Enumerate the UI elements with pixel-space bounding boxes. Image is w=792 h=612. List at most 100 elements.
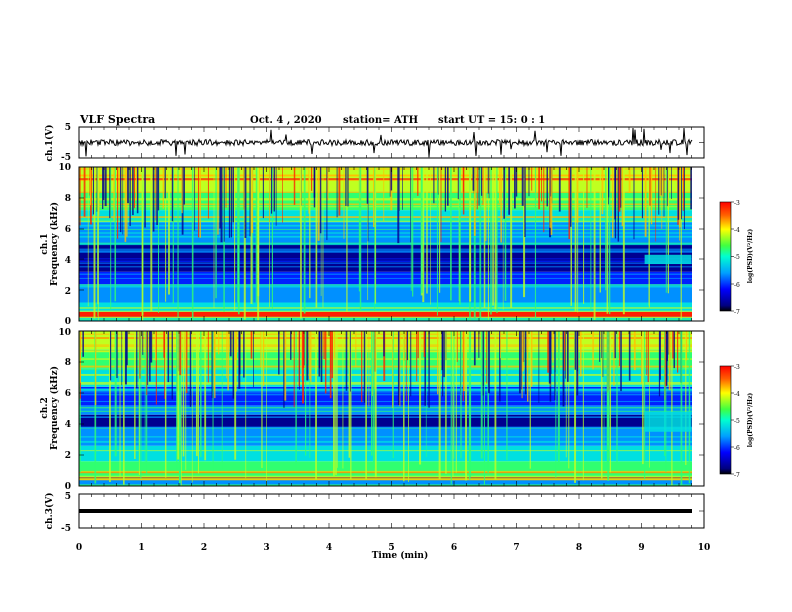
xtick-4: 4 — [326, 543, 332, 553]
sferic-streak — [473, 331, 476, 366]
sferic-streak — [179, 331, 181, 484]
sferic-streak — [245, 331, 247, 479]
sferic-streak — [523, 167, 526, 298]
sferic-streak — [324, 331, 327, 394]
sferic-streak — [345, 167, 347, 207]
sferic-streak — [109, 331, 112, 381]
sferic-streak — [648, 167, 650, 306]
sferic-streak — [608, 331, 610, 458]
sferic-streak — [490, 167, 492, 315]
sferic-streak — [334, 331, 336, 359]
tone-line — [79, 307, 692, 309]
sferic-streak — [79, 331, 81, 473]
sferic-streak — [140, 331, 142, 479]
no-data-region — [692, 167, 704, 321]
sferic-streak — [668, 331, 671, 391]
sferic-streak — [688, 331, 691, 484]
sferic-streak — [663, 167, 665, 217]
sferic-streak — [408, 331, 410, 483]
sferic-streak — [283, 331, 285, 408]
sferic-streak — [438, 331, 441, 480]
sferic-streak — [293, 331, 295, 408]
sferic-streak — [303, 167, 306, 314]
sferic-streak — [359, 167, 362, 311]
sferic-streak — [504, 167, 507, 301]
sferic-streak — [200, 331, 202, 457]
colorbar-ch1-tick-m7: -7 — [734, 309, 740, 316]
sferic-streak — [191, 331, 193, 483]
sferic-streak — [412, 167, 414, 297]
sferic-streak — [468, 331, 471, 480]
ch2-ylabel-channel: ch.2 — [40, 397, 50, 418]
sferic-streak — [644, 331, 646, 480]
sferic-streak — [355, 331, 357, 368]
sferic-streak — [601, 331, 602, 359]
sferic-streak — [425, 331, 427, 458]
sferic-streak — [487, 331, 489, 473]
sferic-streak — [150, 167, 153, 312]
sferic-streak — [455, 331, 457, 473]
tone-line — [79, 262, 692, 264]
colorbar-ch2-gradient — [719, 365, 732, 475]
sferic-streak — [606, 331, 609, 471]
sferic-streak — [469, 167, 472, 302]
tone-line — [79, 400, 692, 403]
sferic-streak — [330, 331, 332, 372]
no-data-region — [692, 331, 704, 486]
sferic-streak — [661, 167, 663, 229]
sferic-streak — [470, 331, 472, 477]
sferic-streak — [402, 167, 403, 210]
sferic-streak — [450, 331, 452, 485]
sferic-streak — [97, 167, 99, 305]
sferic-streak — [305, 331, 307, 456]
sferic-streak — [583, 167, 585, 304]
sferic-streak — [673, 331, 675, 369]
sferic-streak — [124, 167, 127, 242]
sferic-streak — [410, 167, 412, 291]
emission-patch — [644, 254, 692, 265]
sferic-streak — [207, 167, 209, 219]
sferic-streak — [647, 331, 649, 383]
sferic-streak — [171, 167, 174, 222]
sferic-streak — [641, 331, 643, 384]
panel-ch3-voltage: 5 -5 ch.3(V) — [44, 492, 705, 534]
colorbar-ch2: -3 -4 -5 -6 -7 log(PSD)(V²/Hz) — [719, 364, 754, 479]
ch1-voltage-ytick-top: 5 — [65, 123, 71, 133]
tone-line — [79, 248, 692, 250]
sferic-streak — [546, 167, 548, 207]
sferic-streak — [605, 167, 607, 291]
sferic-streak — [483, 331, 485, 485]
sferic-streak — [138, 331, 140, 472]
sferic-streak — [614, 167, 617, 220]
sferic-streak — [538, 167, 540, 210]
sferic-streak — [306, 331, 309, 381]
xtick-0: 0 — [76, 543, 82, 553]
sferic-streak — [518, 331, 521, 394]
sferic-streak — [263, 331, 265, 386]
sferic-streak — [601, 167, 604, 215]
spectral-band — [79, 302, 692, 312]
tone-line — [79, 358, 692, 360]
ch1-ylabel-frequency: Frequency (kHz) — [49, 202, 60, 286]
ch2-ytick-2: 2 — [65, 451, 71, 461]
sferic-streak — [463, 331, 466, 392]
sferic-streak — [503, 167, 505, 219]
xtick-10: 10 — [698, 543, 711, 553]
sferic-streak — [374, 167, 377, 304]
sferic-streak — [157, 167, 160, 211]
tone-line — [79, 168, 692, 170]
sferic-streak — [139, 331, 141, 379]
sferic-streak — [83, 167, 86, 217]
sferic-streak — [599, 167, 601, 293]
sferic-streak — [164, 331, 166, 399]
sferic-streak — [315, 331, 317, 480]
sferic-streak — [606, 167, 609, 314]
sferic-streak — [368, 331, 370, 407]
sferic-streak — [270, 167, 273, 214]
sferic-streak — [129, 167, 131, 227]
sferic-streak — [257, 167, 260, 297]
sferic-streak — [574, 167, 577, 312]
sferic-streak — [628, 331, 631, 381]
sferic-streak — [185, 331, 187, 470]
